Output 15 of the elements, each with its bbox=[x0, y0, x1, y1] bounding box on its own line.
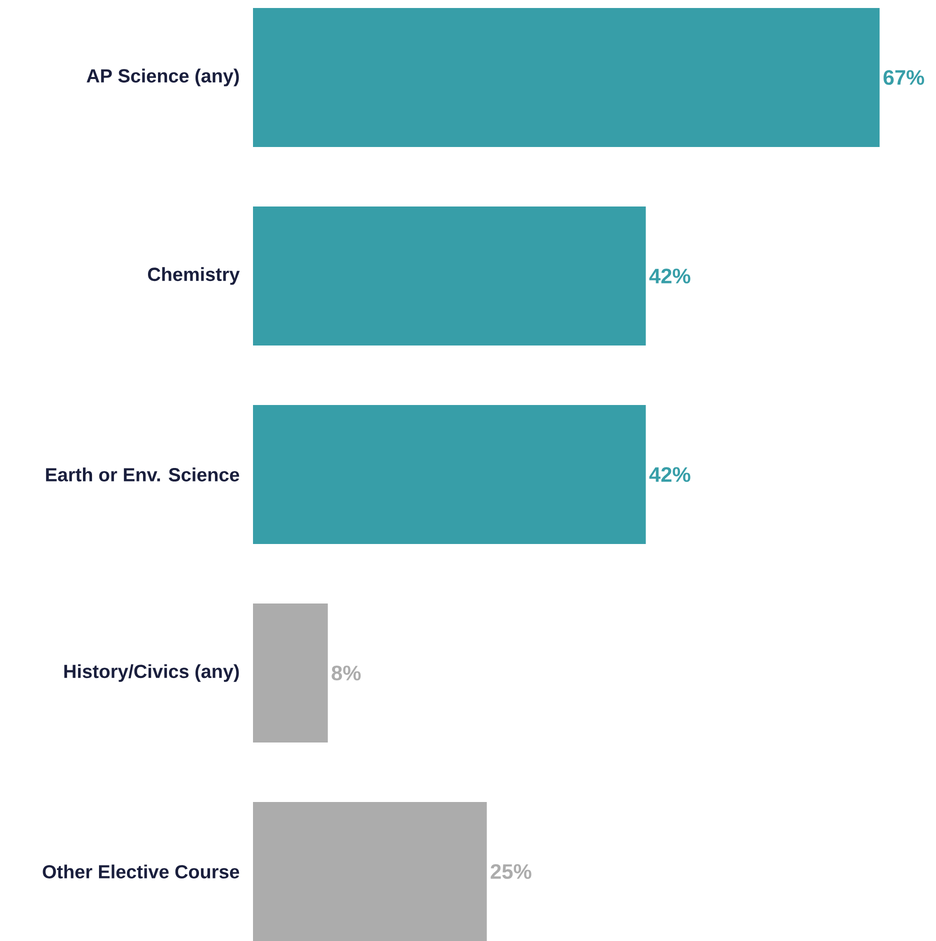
y-tick-label: Earth or Env. Science bbox=[46, 468, 240, 482]
y-tick-label: History/Civics (any) bbox=[64, 664, 239, 682]
bar bbox=[253, 604, 328, 742]
data-label: 25% bbox=[490, 864, 532, 879]
bar bbox=[253, 405, 646, 544]
data-label: 42% bbox=[649, 467, 690, 482]
bar bbox=[253, 206, 646, 346]
data-label: 42% bbox=[649, 268, 690, 284]
y-tick-label: Other Elective Course bbox=[42, 864, 240, 878]
bar bbox=[253, 8, 880, 147]
data-label: 8% bbox=[332, 666, 361, 680]
bar bbox=[253, 802, 487, 941]
data-label: 67% bbox=[884, 70, 924, 85]
y-tick-label: Chemistry bbox=[148, 267, 240, 285]
y-tick-label: AP Science (any) bbox=[86, 68, 239, 86]
